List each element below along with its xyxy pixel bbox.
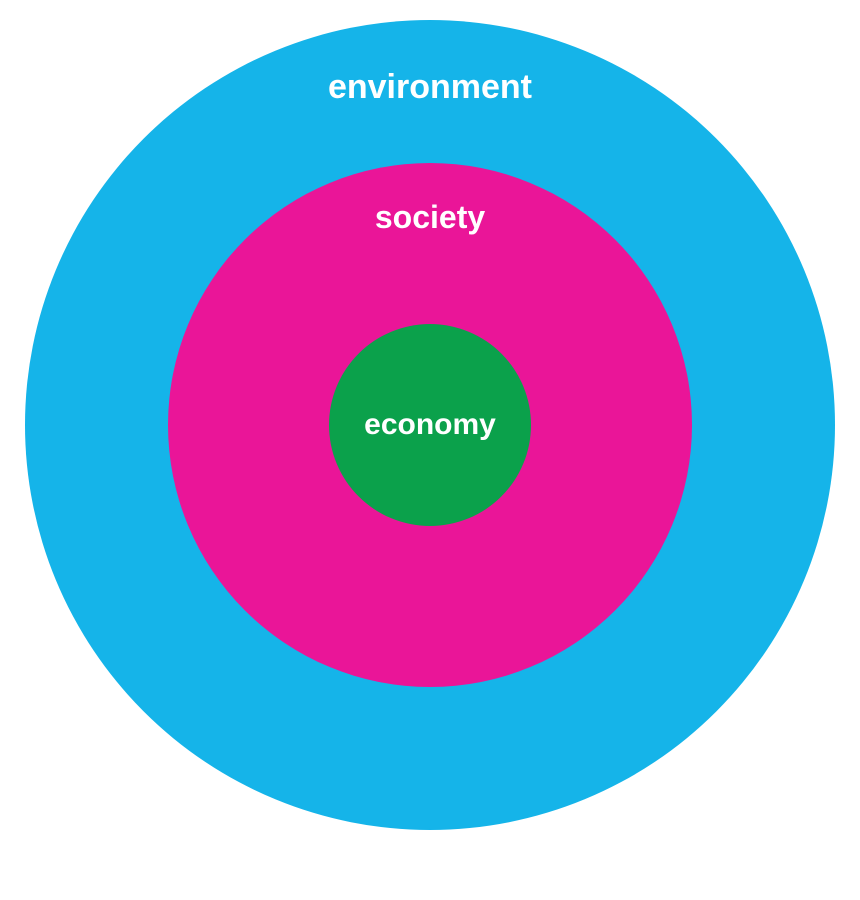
society-label: society <box>375 199 485 236</box>
nested-circles-diagram: environment society economy <box>25 20 835 830</box>
environment-label: environment <box>328 68 532 107</box>
economy-circle: economy <box>329 324 531 526</box>
economy-label: economy <box>364 408 496 442</box>
